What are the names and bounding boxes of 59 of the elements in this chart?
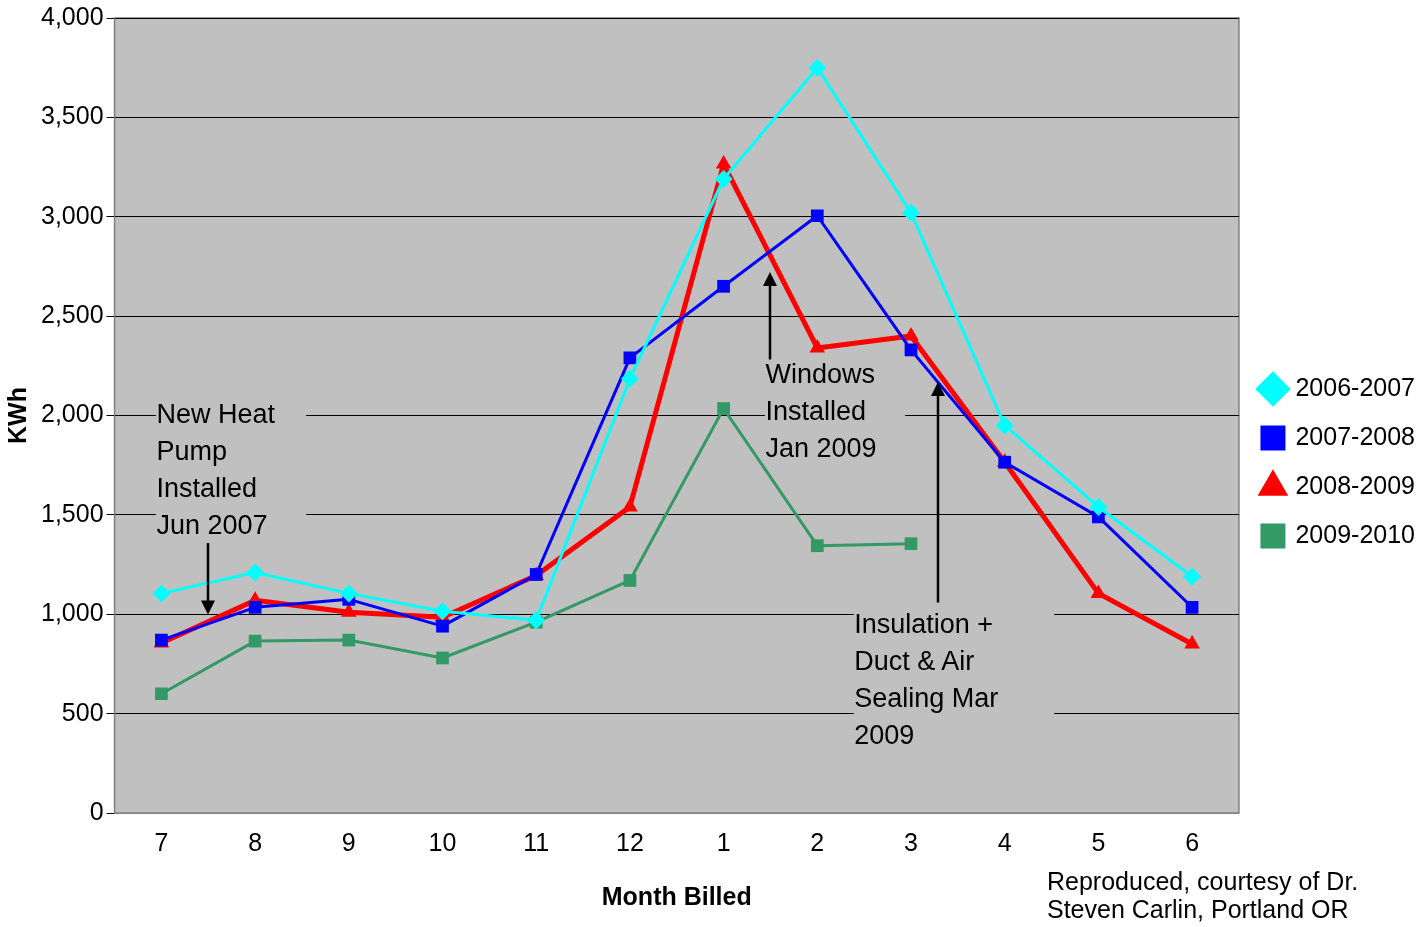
- point: [155, 687, 168, 701]
- point: [995, 416, 1014, 435]
- point: [436, 619, 449, 633]
- y-tick-label: 3,000: [41, 200, 104, 229]
- annotation: Windows Installed Jan 2009: [765, 355, 906, 467]
- point: [715, 155, 732, 169]
- x-tick-label: 1: [716, 827, 731, 856]
- x-tick-label: 3: [904, 827, 918, 856]
- point: [904, 537, 918, 551]
- y-tick-label: 2,000: [41, 399, 104, 428]
- point: [1185, 600, 1199, 614]
- annotation: Insulation + Duct & Air Sealing Mar 2009: [854, 606, 1055, 755]
- legend-label: 2007-2008: [1295, 421, 1416, 450]
- x-axis-title: Month Billed: [601, 881, 752, 910]
- point: [342, 633, 356, 647]
- y-tick-label: 500: [61, 697, 104, 726]
- x-tick-label: 4: [997, 827, 1012, 856]
- legend-label: 2009-2010: [1295, 519, 1416, 548]
- annotation: New Heat Pump Installed Jun 2007: [156, 395, 307, 544]
- x-tick-label: 5: [1091, 827, 1106, 856]
- point: [527, 611, 546, 630]
- y-axis-title: KWh: [2, 387, 31, 444]
- point: [152, 584, 171, 603]
- point: [810, 539, 824, 553]
- point: [1183, 567, 1202, 586]
- point: [717, 402, 730, 415]
- x-tick-label: 12: [616, 827, 644, 856]
- point: [810, 209, 824, 223]
- y-tick-label: 4,000: [41, 1, 104, 30]
- point: [433, 602, 452, 621]
- y-tick-label: 1,500: [41, 498, 104, 527]
- point: [1089, 497, 1108, 516]
- point: [248, 600, 262, 614]
- x-tick-label: 9: [341, 827, 356, 856]
- point: [623, 574, 637, 587]
- point: [623, 351, 637, 365]
- point: [808, 58, 827, 77]
- legend-label: 2006-2007: [1295, 372, 1416, 401]
- x-tick-label: 7: [154, 827, 169, 856]
- y-tick-label: 3,500: [41, 101, 104, 130]
- x-tick-label: 2: [810, 827, 825, 856]
- x-tick-label: 11: [523, 827, 550, 856]
- point: [714, 169, 733, 188]
- point: [436, 651, 449, 665]
- point: [717, 279, 730, 293]
- legend-label: 2008-2009: [1295, 470, 1416, 499]
- y-tick-label: 2,500: [41, 300, 104, 329]
- x-tick-label: 10: [428, 827, 457, 856]
- y-tick-label: 1,000: [41, 598, 104, 627]
- point: [1184, 635, 1200, 649]
- x-tick-label: 8: [248, 827, 263, 856]
- y-tick-label: 0: [89, 796, 104, 825]
- point: [339, 584, 358, 603]
- x-tick-label: 6: [1185, 827, 1200, 856]
- point: [246, 563, 265, 582]
- point: [902, 203, 920, 222]
- point: [903, 327, 919, 341]
- point: [620, 369, 639, 388]
- text: Reproduced, courtesy of Dr. Steven Carlin, Portland OR: [1047, 867, 1360, 923]
